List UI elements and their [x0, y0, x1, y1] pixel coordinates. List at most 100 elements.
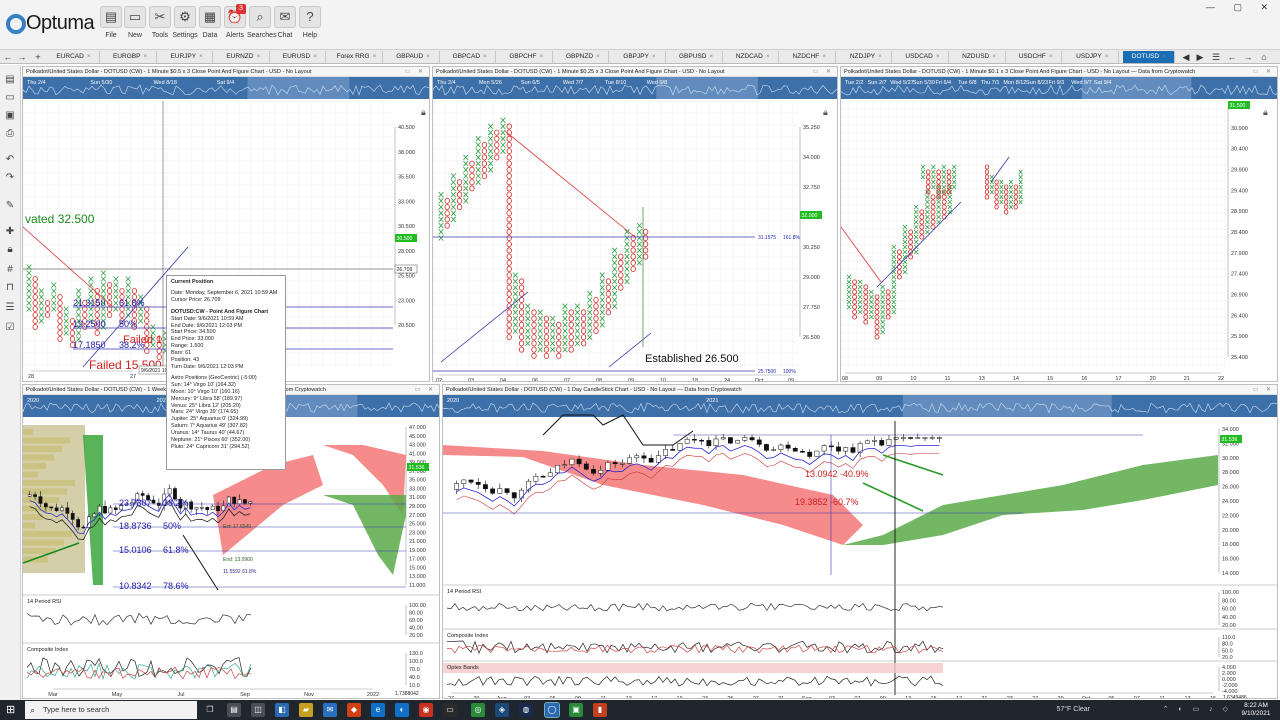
chat-button[interactable]: ✉ Chat — [272, 6, 298, 48]
brave-browser-icon[interactable]: ◆ — [347, 703, 361, 717]
tab-nzdusd[interactable]: NZDUSD × — [954, 51, 1006, 63]
tab-eurusd[interactable]: EURUSD × — [274, 51, 327, 63]
tab-close-icon[interactable]: × — [483, 53, 487, 60]
tab-close-icon[interactable]: × — [86, 53, 91, 60]
app-icon-10[interactable]: ▭ — [443, 703, 457, 717]
pane-window-controls[interactable]: ▭ ✕ — [404, 69, 426, 75]
file-button[interactable]: ▤ File — [98, 6, 124, 48]
save-icon[interactable]: ▣ — [5, 110, 15, 121]
tab-close-icon[interactable]: × — [878, 53, 882, 60]
task-view-icon[interactable]: ❐ — [206, 705, 214, 714]
daily-candlestick-pane[interactable]: Polkadot/United States Dollar - DOTUSD (… — [442, 384, 1278, 699]
alerts-button[interactable]: ⏰ 3 Alerts — [222, 4, 248, 48]
tab-nzdchf[interactable]: NZDCHF × — [784, 51, 836, 63]
tab-close-icon[interactable]: × — [256, 53, 261, 60]
pnf-chart-3[interactable]: Tue 2/2 Sun 2/7 Wed 5/27 Sun 5/30 Fri 6/4 Tue… — [841, 77, 1278, 382]
pane-window-controls[interactable]: ▭ ✕ — [1252, 387, 1274, 393]
tab-forex-rrg[interactable]: Forex RRG × — [331, 51, 383, 63]
taskbar-search-input[interactable]: ⌕ Type here to search — [25, 701, 197, 719]
undo-icon[interactable]: ↶ — [5, 154, 15, 165]
taskbar-clock[interactable]: 8:22 AM 9/10/2021 — [1238, 702, 1274, 718]
weather-widget[interactable]: 57°F Clear — [1056, 706, 1090, 713]
system-tray-icons[interactable]: ⌃ ◐ ▭ ♪ ◇ — [1162, 706, 1232, 713]
tab-gbpjpy[interactable]: GBPJPY × — [614, 51, 666, 63]
edge-browser-icon[interactable]: e — [371, 703, 385, 717]
window-controls[interactable]: — ▢ ✕ — [1205, 2, 1276, 12]
tab-close-icon[interactable]: × — [143, 53, 148, 60]
tab-nav-back-icon[interactable]: ← — [1227, 52, 1237, 62]
tab-scroll-left-icon[interactable]: ◀ — [1182, 52, 1190, 62]
app-icon-3[interactable]: ◧ — [275, 703, 289, 717]
pencil-icon[interactable]: ✎ — [5, 200, 15, 211]
page-icon[interactable]: ▤ — [5, 74, 15, 85]
open-icon[interactable]: ▭ — [5, 92, 15, 103]
tab-close-icon[interactable]: × — [765, 53, 770, 60]
pane-window-controls[interactable]: ▭ ✕ — [1252, 69, 1274, 75]
tab-close-icon[interactable]: × — [822, 53, 827, 60]
pane-window-controls[interactable]: ▭ ✕ — [812, 69, 834, 75]
pane-window-controls[interactable]: ▭ ✕ — [414, 387, 436, 393]
tab-close-icon[interactable]: × — [1048, 53, 1053, 60]
file-explorer-icon[interactable]: ▰ — [299, 703, 313, 717]
tab-gbpcad[interactable]: GBPCAD × — [444, 51, 497, 63]
tab-dotusd[interactable]: DOTUSD × — [1123, 51, 1176, 63]
tab-close-icon[interactable]: × — [372, 53, 377, 60]
help-button[interactable]: ? Help — [297, 6, 323, 48]
pnf-chart-pane-3[interactable]: Polkadot/United States Dollar - DOTUSD (… — [840, 66, 1278, 382]
tab-gbpusd[interactable]: GBPUSD × — [671, 51, 723, 63]
tab-usdjpy[interactable]: USDJPY × — [1067, 51, 1119, 63]
tab-nzdcad[interactable]: NZDCAD × — [727, 51, 780, 63]
tab-eurnzd[interactable]: EURNZD × — [218, 51, 270, 63]
optuma-taskbar-icon[interactable]: ◯ — [544, 702, 560, 718]
redo-icon[interactable]: ↷ — [5, 172, 15, 183]
searches-button[interactable]: ⌕ Searches — [247, 6, 277, 48]
tab-close-icon[interactable]: × — [199, 53, 203, 60]
app-icon-12[interactable]: ◈ — [495, 703, 509, 717]
app-icon-15[interactable]: ▣ — [569, 703, 583, 717]
app-icon-16[interactable]: ▮ — [593, 703, 607, 717]
app-icon-8[interactable]: ◐ — [395, 703, 409, 717]
checklist-icon[interactable]: ☑ — [5, 322, 15, 333]
pnf-chart-pane-2[interactable]: Polkadot/United States Dollar - DOTUSD (… — [432, 66, 838, 382]
tab-usdcad[interactable]: USDCAD × — [897, 51, 949, 63]
weekly-candlestick-chart[interactable]: 2020202147.00045.00043.00041.00039.00037… — [23, 395, 440, 699]
back-arrow-icon[interactable]: ← — [3, 52, 13, 62]
print-icon[interactable]: ⎙ — [6, 128, 14, 139]
tab-close-icon[interactable]: × — [709, 53, 714, 60]
tab-scroll-right-icon[interactable]: ▶ — [1196, 52, 1204, 62]
list-icon[interactable]: ☰ — [5, 302, 15, 313]
data-button[interactable]: ▦ Data — [197, 6, 223, 48]
tab-close-icon[interactable]: × — [539, 53, 544, 60]
tab-close-icon[interactable]: × — [1104, 53, 1109, 60]
grid-icon[interactable]: # — [7, 264, 13, 275]
mail-icon[interactable]: ✉ — [323, 703, 337, 717]
tab-close-icon[interactable]: × — [935, 53, 940, 60]
tab-usdchf[interactable]: USDCHF × — [1010, 51, 1063, 63]
tab-eurjpy[interactable]: EURJPY × — [161, 51, 214, 63]
tab-close-icon[interactable]: × — [1162, 53, 1167, 60]
daily-candlestick-chart[interactable]: 2020 2021 34.000 32.000 30.000 28.000 26.000 24… — [443, 395, 1278, 699]
magnet-icon[interactable]: ⊓ — [6, 282, 14, 293]
app-icon-1[interactable]: ▤ — [227, 703, 241, 717]
lock-icon[interactable]: 🔒︎ — [7, 244, 13, 255]
tab-gbpchf[interactable]: GBPCHF × — [501, 51, 553, 63]
app-icon-9[interactable]: ◉ — [419, 703, 433, 717]
tab-close-icon[interactable]: × — [992, 53, 997, 60]
steam-icon[interactable]: ◍ — [519, 703, 533, 717]
tools-button[interactable]: ✂ Tools — [147, 6, 173, 48]
tab-eurgbp[interactable]: EURGBP × — [105, 51, 157, 63]
settings-button[interactable]: ⚙ Settings — [172, 6, 198, 48]
tab-list-icon[interactable]: ☰ — [1211, 52, 1221, 62]
windows-start-icon[interactable]: ⊞ — [6, 704, 16, 716]
tab-close-icon[interactable]: × — [426, 53, 430, 60]
tab-gbpaud[interactable]: GBPAUD × — [388, 51, 440, 63]
app-icon-2[interactable]: ◫ — [251, 703, 265, 717]
tab-home-icon[interactable]: ⌂ — [1261, 52, 1267, 62]
chrome-icon[interactable]: ◎ — [471, 703, 485, 717]
pnf-chart-1[interactable]: Thu 2/4 Sun 5/30 Wed 8/18 Sat 9/4 40.500 38.0… — [23, 77, 430, 382]
new-button[interactable]: ▭ New — [122, 6, 148, 48]
tab-nav-forward-icon[interactable]: → — [1243, 52, 1253, 62]
tab-gbpnzd[interactable]: GBPNZD × — [557, 51, 610, 63]
tab-close-icon[interactable]: × — [651, 53, 656, 60]
tab-nzdjpy[interactable]: NZDJPY × — [840, 51, 893, 63]
